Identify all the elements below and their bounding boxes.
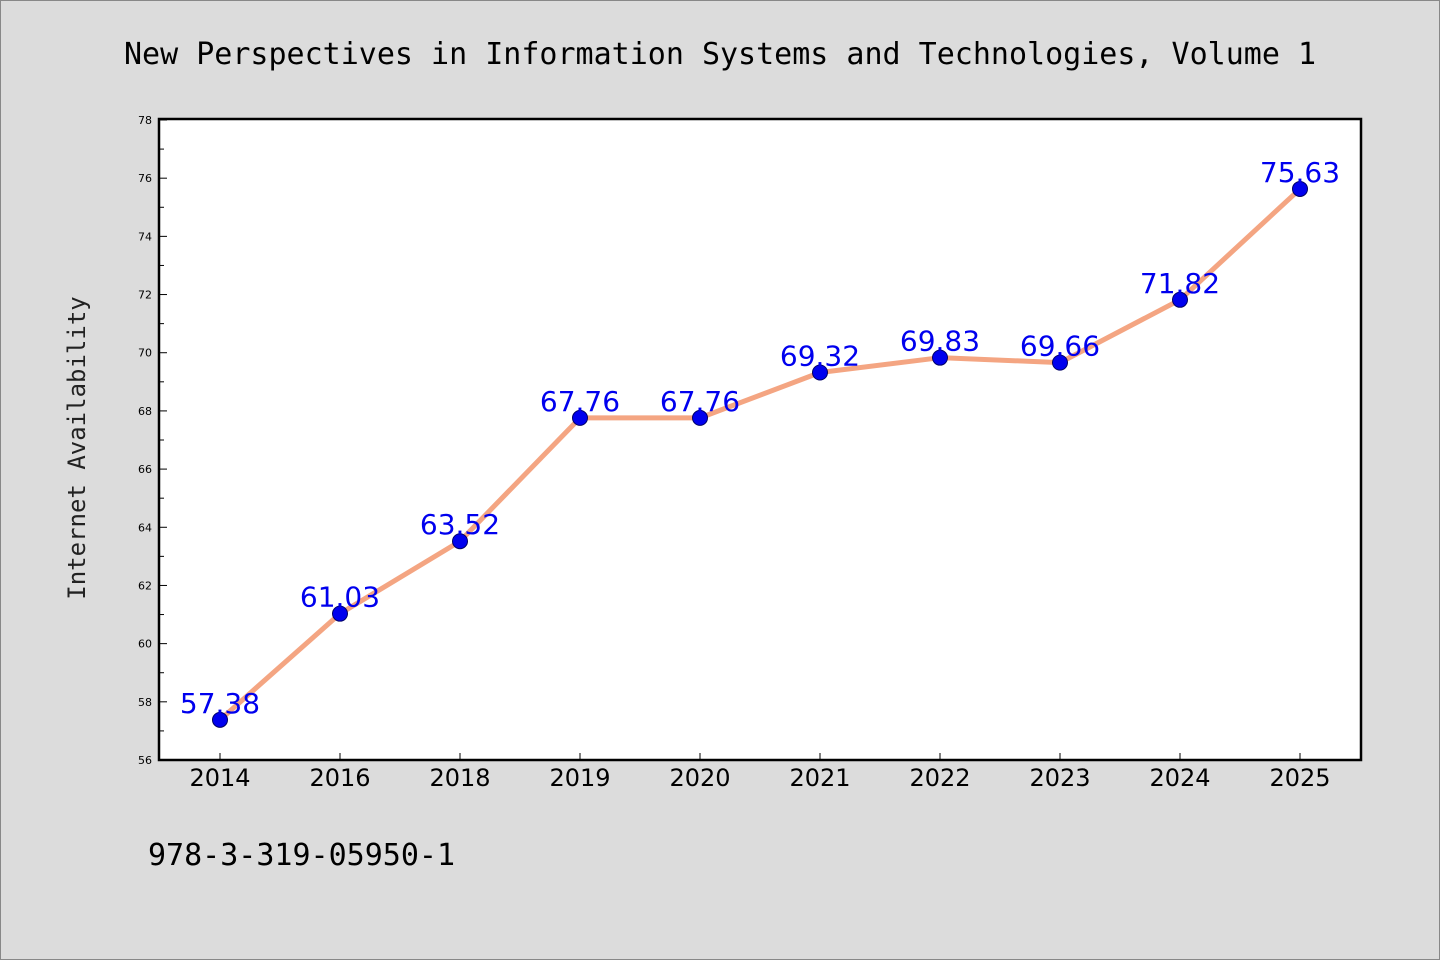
x-tick-label: 2024 bbox=[1149, 764, 1210, 792]
data-label: 69.83 bbox=[900, 325, 980, 358]
x-tick-label: 2025 bbox=[1269, 764, 1330, 792]
y-tick-label: 60 bbox=[138, 638, 152, 651]
y-axis: 56 58 60 62 64 66 68 70 72 74 76 78 bbox=[138, 114, 167, 767]
data-point bbox=[692, 409, 708, 426]
series-line bbox=[217, 186, 1303, 723]
x-tick-label: 2019 bbox=[549, 764, 610, 792]
data-label: 71.82 bbox=[1140, 267, 1220, 300]
x-tick-label: 2018 bbox=[429, 764, 490, 792]
data-labels: 57.38 61.03 63.52 67.76 67.76 69.32 69.83 69.66… bbox=[180, 156, 1340, 720]
y-tick-label: 72 bbox=[138, 289, 152, 302]
data-label: 75.63 bbox=[1260, 156, 1340, 189]
data-point bbox=[1172, 291, 1188, 308]
y-tick-label: 64 bbox=[138, 521, 152, 534]
data-points bbox=[212, 180, 1308, 728]
data-label: 69.32 bbox=[780, 340, 860, 373]
data-label: 67.76 bbox=[660, 385, 740, 418]
y-tick-label: 62 bbox=[138, 579, 152, 592]
data-point bbox=[452, 533, 468, 550]
plot-area bbox=[157, 117, 1363, 762]
data-label: 67.76 bbox=[540, 385, 620, 418]
data-point bbox=[1292, 180, 1308, 197]
x-tick-label: 2016 bbox=[309, 764, 370, 792]
data-label: 57.38 bbox=[180, 687, 260, 720]
isbn-text: 978-3-319-05950-1 bbox=[148, 838, 455, 873]
chart-title: New Perspectives in Information Systems … bbox=[124, 37, 1316, 72]
y-axis-label: Internet Availability bbox=[63, 296, 91, 599]
data-point bbox=[932, 349, 948, 366]
data-point bbox=[572, 409, 588, 426]
data-point bbox=[1052, 354, 1068, 371]
data-label: 69.66 bbox=[1020, 330, 1100, 363]
y-tick-label: 70 bbox=[138, 347, 152, 360]
y-tick-label: 78 bbox=[138, 114, 152, 127]
y-tick-label: 66 bbox=[138, 463, 152, 476]
data-point bbox=[812, 364, 828, 381]
x-tick-label: 2023 bbox=[1029, 764, 1090, 792]
x-tick-label: 2020 bbox=[669, 764, 730, 792]
y-tick-label: 58 bbox=[138, 696, 152, 709]
x-tick-label: 2021 bbox=[789, 764, 850, 792]
y-tick-label: 74 bbox=[138, 230, 152, 243]
y-tick-label: 76 bbox=[138, 172, 152, 185]
y-tick-label: 56 bbox=[138, 754, 152, 767]
x-axis: 2014 2016 2018 2019 2020 2021 2022 2023 2024 2025 bbox=[189, 753, 1331, 792]
x-tick-label: 2022 bbox=[909, 764, 970, 792]
x-tick-label: 2014 bbox=[189, 764, 250, 792]
data-point bbox=[212, 711, 228, 728]
data-label: 61.03 bbox=[300, 581, 380, 614]
y-tick-label: 68 bbox=[138, 405, 152, 418]
data-label: 63.52 bbox=[420, 508, 500, 541]
data-point bbox=[332, 605, 348, 622]
